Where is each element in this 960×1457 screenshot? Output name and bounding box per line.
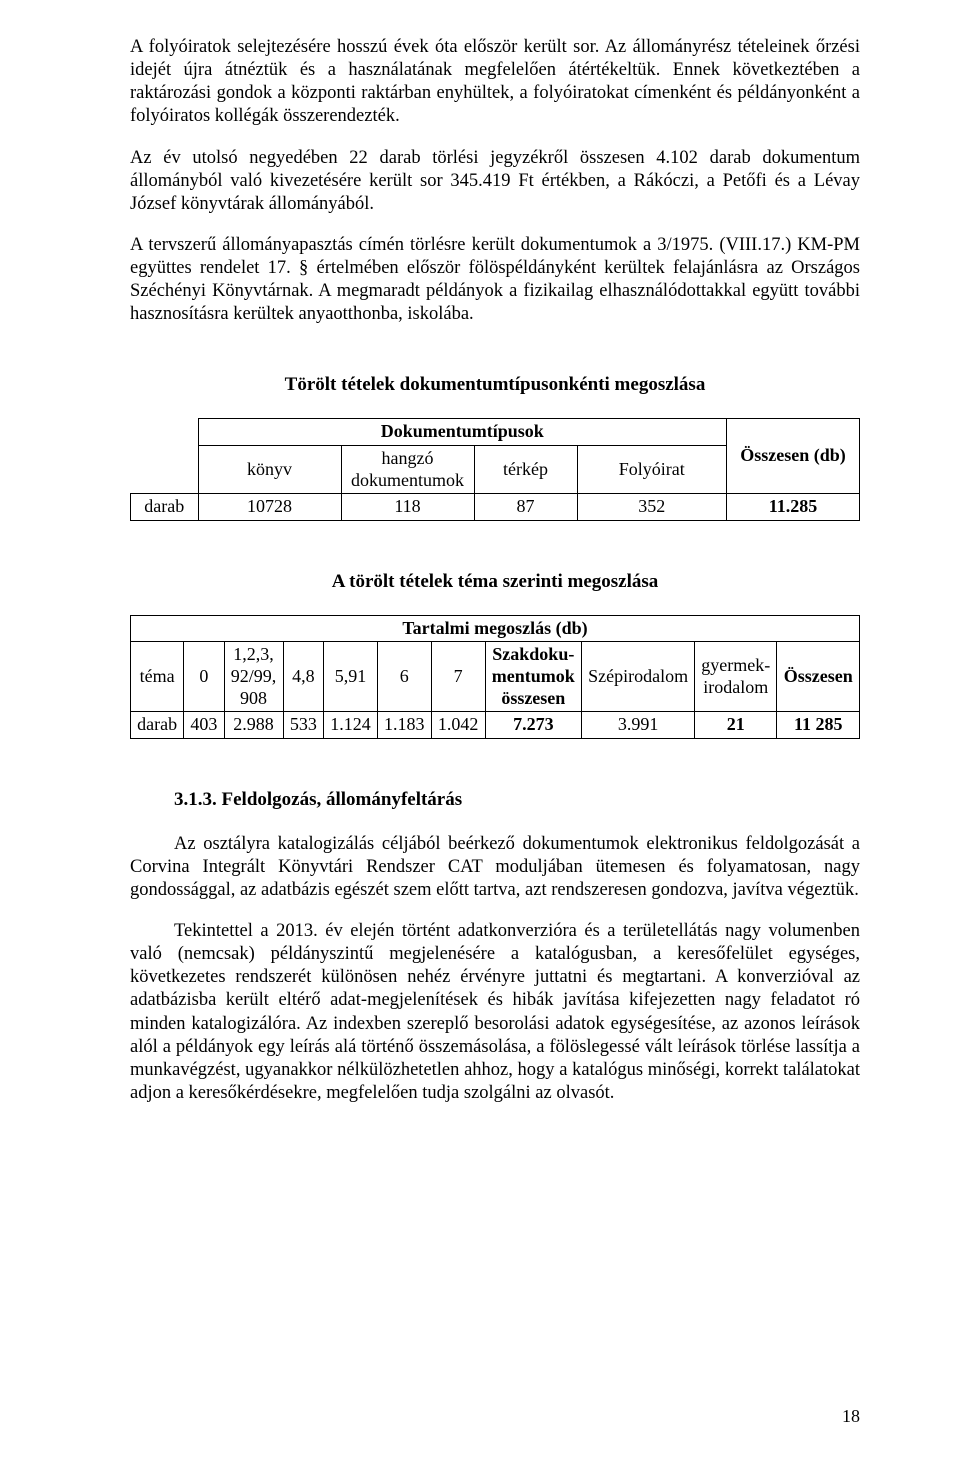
table2-row-label: darab <box>131 712 184 739</box>
table2-cell: 1.183 <box>377 712 431 739</box>
table2-cell: 533 <box>283 712 324 739</box>
table2-col-szak: Szakdoku-mentumok összesen <box>485 642 582 712</box>
body-paragraph: A tervszerű állományapasztás címén törlé… <box>130 234 860 327</box>
table2-cell: 403 <box>184 712 224 739</box>
table1-col-osszesen: Összesen (db) <box>740 445 846 465</box>
table2-title: A törölt tételek téma szerinti megoszlás… <box>130 571 860 593</box>
table2-col: Szépirodalom <box>582 642 695 712</box>
table2-header-tartalmi: Tartalmi megoszlás (db) <box>131 615 860 642</box>
table1-cell: 10728 <box>198 494 341 521</box>
body-paragraph: A folyóiratok selejtezésére hosszú évek … <box>130 36 860 129</box>
table2-col: 0 <box>184 642 224 712</box>
table2-col: 6 <box>377 642 431 712</box>
table1-col-folyoirat: Folyóirat <box>577 445 727 493</box>
table1-cell: 118 <box>341 494 474 521</box>
table1-row-label: darab <box>131 494 199 521</box>
table1-title: Törölt tételek dokumentumtípusonkénti me… <box>130 374 860 396</box>
table2: Tartalmi megoszlás (db) téma 0 1,2,3, 92… <box>130 615 860 739</box>
table2-col-ossz: Összesen <box>777 642 860 712</box>
table1-cell: 87 <box>474 494 577 521</box>
table2-col: 4,8 <box>283 642 324 712</box>
body-paragraph: Az év utolsó negyedében 22 darab törlési… <box>130 147 860 216</box>
table2-col: 1,2,3, 92/99, 908 <box>224 642 283 712</box>
table2-cell: 2.988 <box>224 712 283 739</box>
table1-cell: 352 <box>577 494 727 521</box>
table1-col-hangzo: hangzó dokumentumok <box>341 445 474 493</box>
body-paragraph: Az osztályra katalogizálás céljából beér… <box>130 833 860 902</box>
table2-col-tema: téma <box>131 642 184 712</box>
page-number: 18 <box>842 1406 860 1427</box>
table1-header-doktip: Dokumentumtípusok <box>198 419 727 446</box>
body-paragraph: Tekintettel a 2013. év elején történt ad… <box>130 920 860 1105</box>
table2-cell-grand: 11 285 <box>777 712 860 739</box>
table2-cell: 1.124 <box>324 712 378 739</box>
table2-col: 7 <box>431 642 485 712</box>
table1-col-terkep: térkép <box>474 445 577 493</box>
table2-col: 5,91 <box>324 642 378 712</box>
table2-cell-total: 7.273 <box>485 712 582 739</box>
subsection-heading: 3.1.3. Feldolgozás, állományfeltárás <box>130 789 860 811</box>
table1-cell-total: 11.285 <box>727 494 860 521</box>
table2-col: gyermek-irodalom <box>695 642 777 712</box>
table1-col-konyv: könyv <box>198 445 341 493</box>
table2-cell: 21 <box>695 712 777 739</box>
table2-cell: 3.991 <box>582 712 695 739</box>
table1: Dokumentumtípusok Összesen (db) könyv ha… <box>130 418 860 520</box>
table2-cell: 1.042 <box>431 712 485 739</box>
